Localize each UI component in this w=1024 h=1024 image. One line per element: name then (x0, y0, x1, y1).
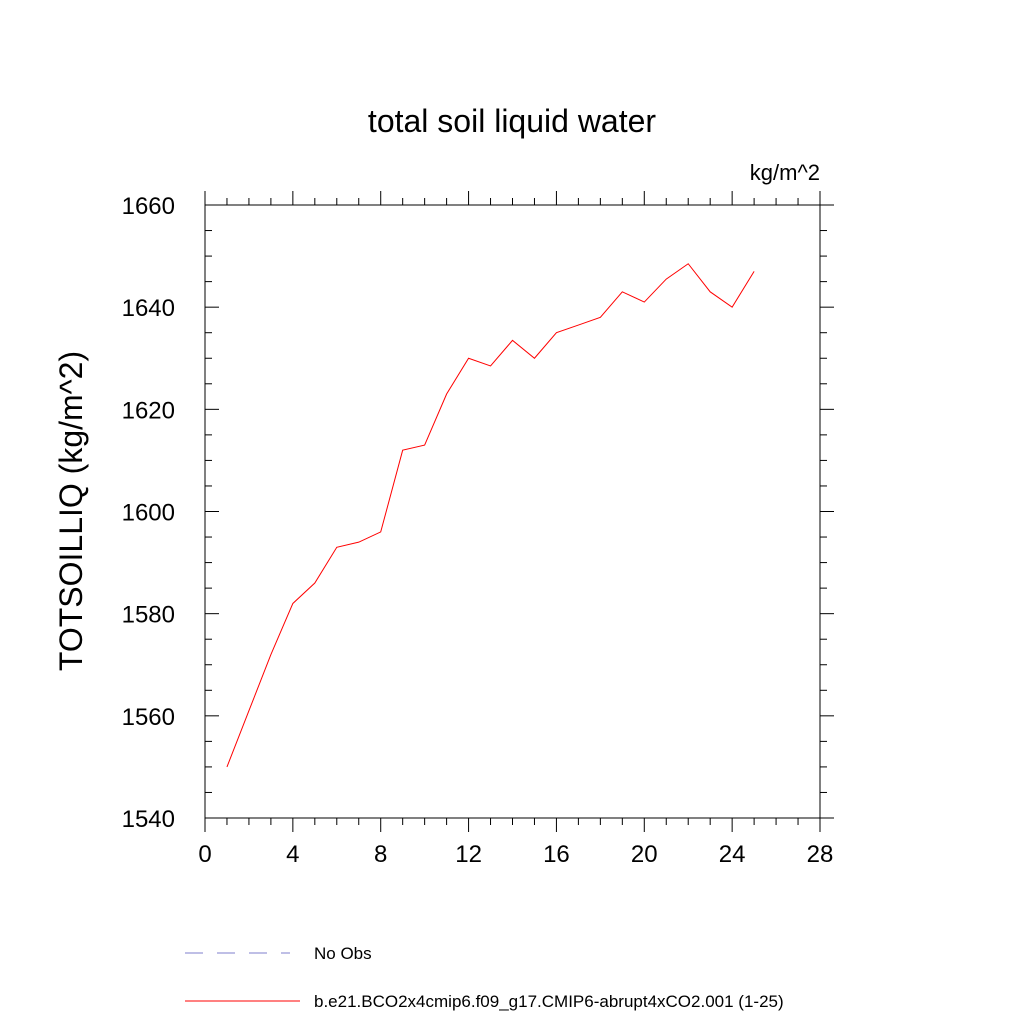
major-ticks (204, 191, 834, 832)
y-tick-label: 1660 (122, 193, 175, 220)
y-tick-label: 1540 (122, 806, 175, 833)
x-tick-labels: 0 4 8 12 16 20 24 28 (198, 841, 833, 868)
legend: No Obs b.e21.BCO2x4cmip6.f09_g17.CMIP6-a… (185, 944, 784, 1011)
plot-frame (204, 204, 821, 819)
y-tick-label: 1640 (122, 295, 175, 322)
legend-label-model: b.e21.BCO2x4cmip6.f09_g17.CMIP6-abrupt4x… (314, 992, 784, 1011)
units-label: kg/m^2 (750, 160, 820, 185)
x-tick-label: 24 (719, 841, 746, 868)
minor-ticks (205, 198, 827, 825)
series-line (226, 263, 755, 768)
x-tick-label: 0 (198, 841, 211, 868)
x-tick-label: 20 (631, 841, 658, 868)
x-tick-label: 28 (807, 841, 834, 868)
x-tick-label: 16 (543, 841, 570, 868)
legend-label-no-obs: No Obs (314, 944, 372, 963)
y-tick-label: 1600 (122, 500, 175, 527)
chart-title: total soil liquid water (368, 103, 656, 139)
y-tick-label: 1620 (122, 397, 175, 424)
x-tick-label: 8 (374, 841, 387, 868)
x-tick-label: 4 (286, 841, 299, 868)
y-tick-label: 1560 (122, 704, 175, 731)
series-group (226, 263, 755, 768)
y-tick-label: 1580 (122, 602, 175, 629)
y-axis-label: TOTSOILLIQ (kg/m^2) (53, 351, 89, 671)
x-tick-label: 12 (455, 841, 482, 868)
y-tick-labels: 1540 1560 1580 1600 1620 1640 1660 (122, 193, 175, 833)
